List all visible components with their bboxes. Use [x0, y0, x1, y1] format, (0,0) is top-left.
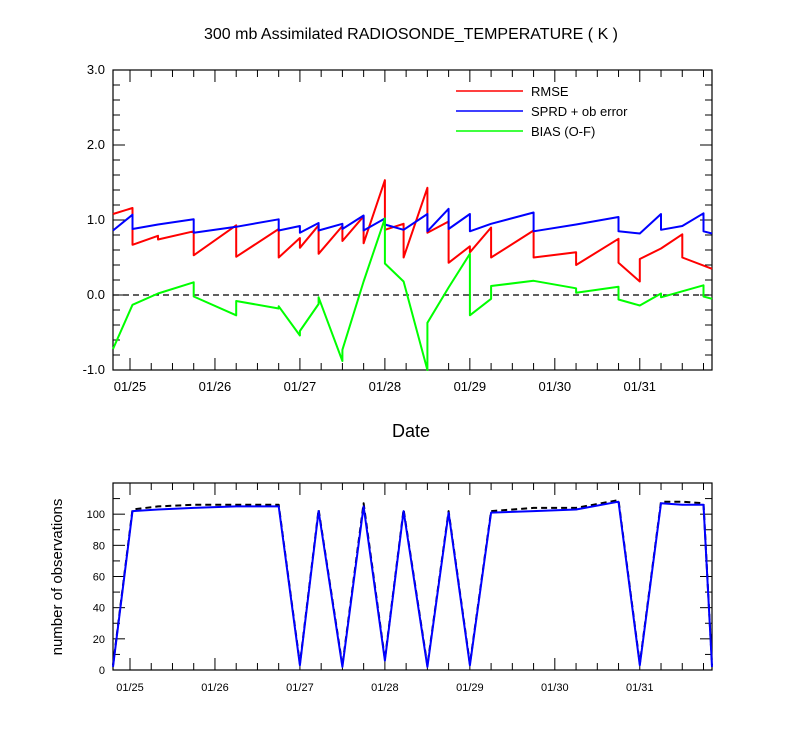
x-tick-label: 01/29 [456, 682, 484, 694]
x-tick-label: 01/25 [116, 682, 144, 694]
rmse-line [112, 179, 713, 283]
y-tick-label: 2.0 [87, 137, 105, 152]
series-1-line [112, 500, 713, 668]
x-tick-label: 01/25 [114, 379, 147, 394]
x-tick-label: 01/27 [286, 682, 314, 694]
y-tick-label: 80 [93, 540, 105, 552]
x-tick-label: 01/31 [624, 379, 657, 394]
y-tick-label: 40 [93, 603, 105, 615]
legend-label: SPRD + ob error [531, 104, 628, 119]
sprd-ob-error-line [112, 207, 713, 235]
y-tick-label: 20 [93, 634, 105, 646]
top-panel: 01/25 01/26 01/27 01/28 01/29 01/30 01/31 -1.0 0… [83, 62, 713, 394]
x-tick-label: 01/29 [454, 379, 487, 394]
y-tick-label: 3.0 [87, 62, 105, 77]
y-tick-label: 1.0 [87, 212, 105, 227]
x-tick-label: 01/30 [541, 682, 569, 694]
x-tick-label: 01/26 [201, 682, 229, 694]
y-tick-label: 100 [87, 509, 105, 521]
x-tick-label: 01/28 [369, 379, 402, 394]
plot-frame [112, 482, 713, 671]
x-tick-label: 01/27 [284, 379, 317, 394]
y-tick-label: -1.0 [83, 362, 105, 377]
bias-o-f-line [112, 217, 713, 371]
y-tick-label: 0 [99, 665, 105, 677]
chart-title: 300 mb Assimilated RADIOSONDE_TEMPERATUR… [204, 26, 618, 43]
y-axis-label-observations: number of observations [49, 499, 66, 656]
legend-label: BIAS (O-F) [531, 124, 595, 139]
y-tick-label: 0.0 [87, 287, 105, 302]
x-tick-label: 01/30 [539, 379, 572, 394]
x-tick-label: 01/31 [626, 682, 654, 694]
x-axis-label: Date [392, 421, 430, 441]
legend-label: RMSE [531, 84, 569, 99]
bottom-panel: 01/25 01/26 01/27 01/28 01/29 01/30 01/31 0 20 40… [87, 482, 713, 694]
legend: RMSE SPRD + ob error BIAS (O-F) [456, 84, 628, 139]
x-tick-label: 01/26 [199, 379, 232, 394]
x-tick-label: 01/28 [371, 682, 399, 694]
y-tick-label: 60 [93, 572, 105, 584]
